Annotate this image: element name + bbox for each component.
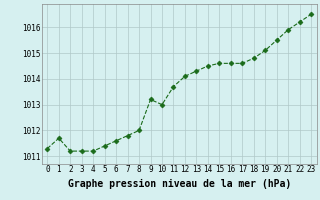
X-axis label: Graphe pression niveau de la mer (hPa): Graphe pression niveau de la mer (hPa)	[68, 179, 291, 189]
